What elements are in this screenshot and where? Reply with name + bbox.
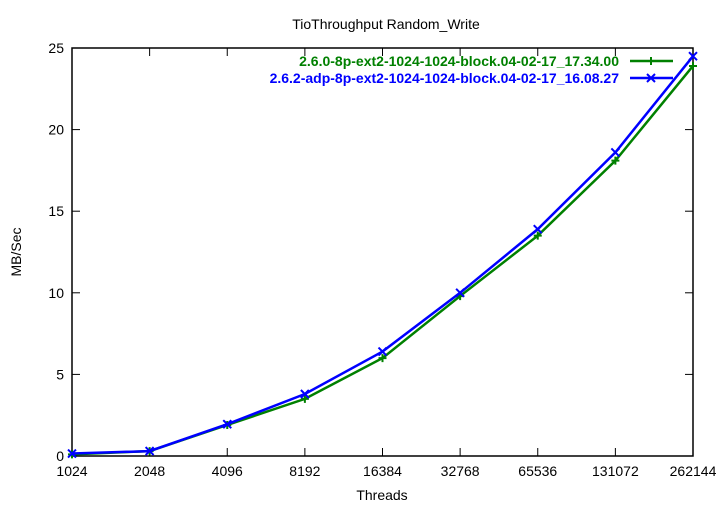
x-tick-label: 8192 [289, 463, 320, 479]
cross-marker [646, 73, 656, 83]
legend: 2.6.0-8p-ext2-1024-1024-block.04-02-17_1… [270, 53, 673, 86]
series-line-2 [71, 55, 694, 455]
plus-marker [533, 231, 542, 240]
series-line-1 [71, 65, 694, 456]
x-tick-label: 262144 [670, 463, 717, 479]
cross-marker [377, 346, 388, 357]
cross-marker [222, 419, 232, 429]
cross-marker [67, 448, 77, 459]
y-tick-label: 20 [48, 122, 64, 138]
chart-title: TioThroughput Random_Write [292, 16, 480, 32]
y-tick-label: 0 [56, 448, 64, 464]
x-tick-label: 16384 [363, 463, 402, 479]
y-tick-label: 25 [48, 40, 64, 56]
plus-marker [611, 156, 620, 165]
cross-marker [610, 147, 621, 158]
x-tick-label: 1024 [56, 463, 87, 479]
plus-marker [378, 354, 387, 363]
y-tick-label: 5 [56, 366, 64, 382]
x-tick-label: 65536 [518, 463, 557, 479]
plus-marker [300, 394, 309, 403]
x-tick-label: 2048 [134, 463, 165, 479]
y-axis-label: MB/Sec [8, 227, 24, 276]
cross-marker [144, 446, 155, 456]
y-tick-label: 15 [48, 203, 64, 219]
cross-marker [533, 224, 543, 234]
plus-marker [647, 57, 655, 65]
cross-marker [455, 288, 465, 298]
x-tick-label: 4096 [212, 463, 243, 479]
legend-label-2: 2.6.2-adp-8p-ext2-1024-1024-block.04-02-… [270, 70, 620, 86]
y-tick-label: 10 [48, 285, 64, 301]
x-axis-label: Threads [356, 487, 407, 503]
x-tick-label: 32768 [441, 463, 480, 479]
cross-marker [300, 389, 310, 399]
plus-marker [689, 61, 697, 70]
x-tick-label: 131072 [592, 463, 639, 479]
legend-label-1: 2.6.0-8p-ext2-1024-1024-block.04-02-17_1… [299, 53, 619, 69]
plot-frame [71, 47, 694, 457]
cross-marker [688, 51, 698, 61]
